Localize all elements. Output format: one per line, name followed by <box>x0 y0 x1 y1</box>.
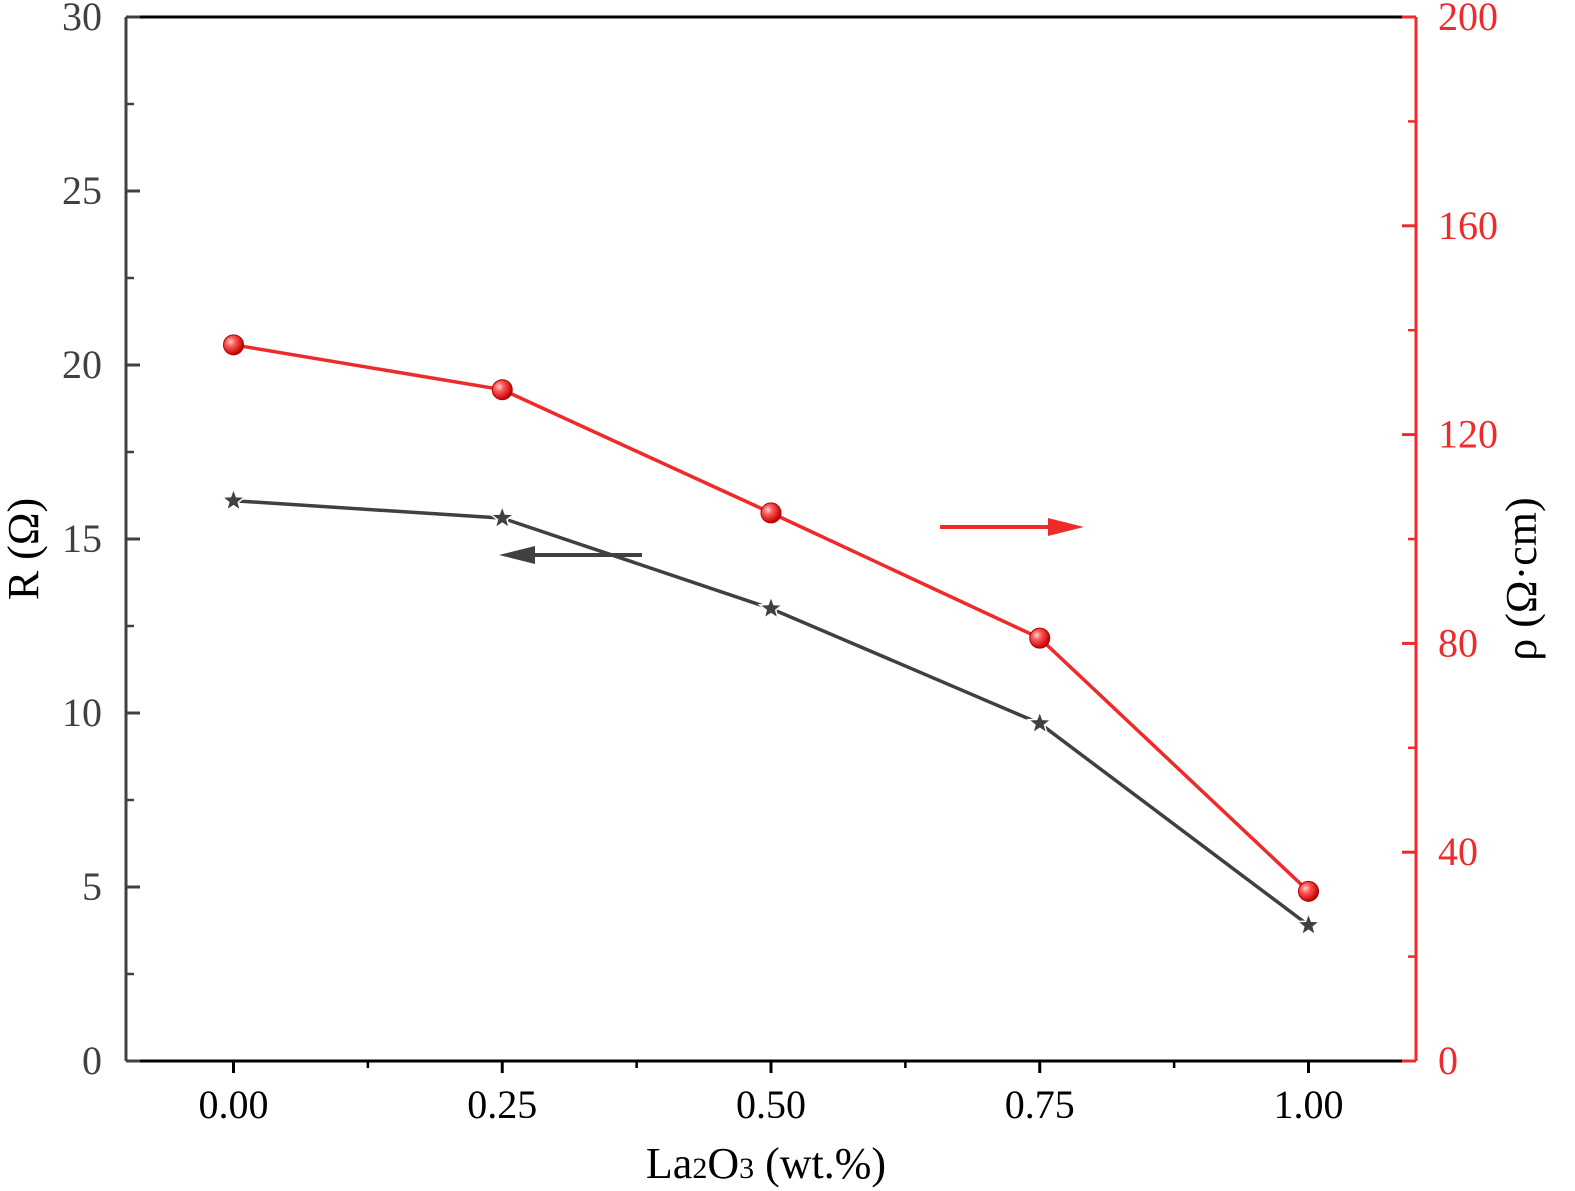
resistivity-line <box>233 343 1310 893</box>
x-axis-title-part: La <box>646 1139 692 1188</box>
left-y-tick-label: 15 <box>62 516 102 561</box>
right-y-axis-title: ρ (Ω·cm) <box>1497 497 1546 660</box>
x-tick-label: 0.25 <box>467 1082 537 1127</box>
right-axis-arrow-head <box>1048 518 1084 536</box>
right-y-tick-label: 200 <box>1438 0 1498 39</box>
resistance-star-marker <box>220 486 247 513</box>
right-y-tick-label: 80 <box>1438 620 1478 665</box>
left-y-tick-label: 25 <box>62 168 102 213</box>
resistivity-circle-marker <box>1298 880 1319 902</box>
resistivity-circle-marker <box>223 334 244 356</box>
left-y-tick-label: 30 <box>62 0 102 39</box>
resistivity-circle-marker <box>491 379 513 401</box>
left-axis-arrow-head <box>499 546 535 564</box>
right-y-tick-label: 120 <box>1438 412 1498 457</box>
left-y-tick-label: 5 <box>82 864 102 909</box>
right-y-tick-label: 160 <box>1438 203 1498 248</box>
x-axis-title: La2O3 (wt.%) <box>646 1139 886 1188</box>
resistivity-circle-marker <box>1029 627 1051 649</box>
x-tick-label: 0.50 <box>736 1082 806 1127</box>
left-y-tick-label: 10 <box>62 690 102 735</box>
x-tick-label: 0.75 <box>1005 1082 1075 1127</box>
resistance-star-marker <box>757 594 785 621</box>
x-tick-label: 1.00 <box>1274 1082 1344 1127</box>
x-axis-title-part: O <box>707 1139 739 1188</box>
resistivity-circle-marker <box>760 502 782 524</box>
x-tick-label: 0.00 <box>199 1082 269 1127</box>
left-y-tick-label: 20 <box>62 342 102 387</box>
x-axis-title-part: (wt.%) <box>754 1139 886 1188</box>
left-y-tick-label: 0 <box>82 1038 102 1083</box>
x-axis-title-subscript: 3 <box>739 1152 754 1185</box>
resistance-star-marker <box>1026 709 1054 735</box>
right-y-tick-label: 0 <box>1438 1038 1458 1083</box>
right-y-tick-label: 40 <box>1438 829 1478 874</box>
resistance-star-marker <box>488 503 516 530</box>
resistance-star-marker <box>1295 911 1322 937</box>
resistance-line <box>233 498 1310 927</box>
left-y-axis-title: R (Ω) <box>0 498 48 600</box>
x-axis-title-subscript: 2 <box>692 1152 707 1185</box>
